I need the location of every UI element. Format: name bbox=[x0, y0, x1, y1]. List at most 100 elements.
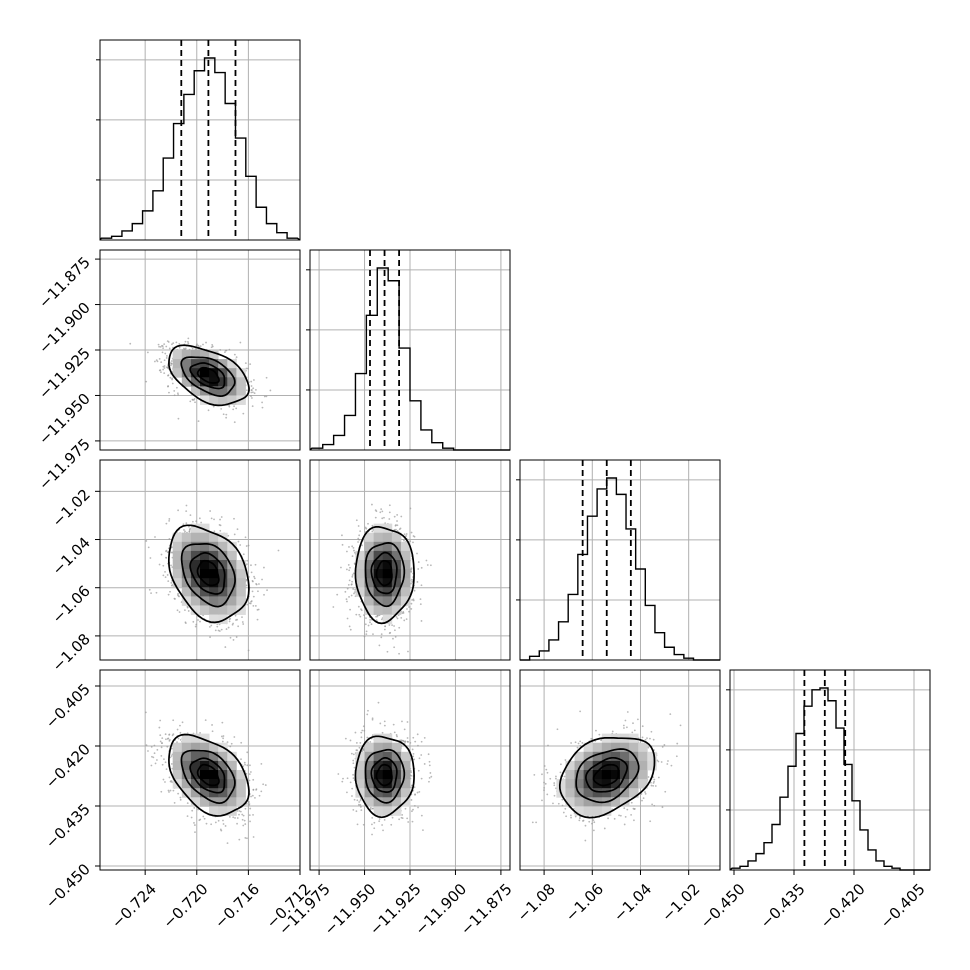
sample-point bbox=[154, 762, 157, 765]
sample-point bbox=[253, 379, 255, 381]
sample-point bbox=[347, 583, 350, 586]
sample-point bbox=[348, 569, 351, 572]
sample-point bbox=[164, 352, 167, 355]
sample-point bbox=[359, 806, 362, 808]
sample-point bbox=[221, 740, 224, 743]
sample-point bbox=[641, 799, 643, 802]
sample-point bbox=[352, 753, 355, 756]
density-cell bbox=[190, 760, 201, 771]
sample-point bbox=[649, 820, 652, 823]
density-cell bbox=[172, 541, 183, 552]
sample-point bbox=[159, 740, 162, 743]
sample-point bbox=[404, 807, 407, 810]
sample-point bbox=[364, 623, 367, 626]
sample-point bbox=[145, 540, 148, 542]
sample-point bbox=[162, 365, 165, 368]
density-cell bbox=[190, 605, 201, 615]
sample-point bbox=[168, 791, 170, 793]
density-cell bbox=[400, 596, 411, 606]
contour-level-1 bbox=[180, 356, 236, 397]
sample-point bbox=[378, 644, 381, 647]
sample-point bbox=[420, 777, 423, 780]
density-cell bbox=[638, 751, 648, 762]
sample-point bbox=[577, 742, 580, 745]
density-cell bbox=[391, 797, 402, 807]
sample-point bbox=[346, 550, 348, 553]
density-cell bbox=[620, 797, 630, 807]
density-cell bbox=[200, 523, 210, 534]
sample-point bbox=[355, 613, 358, 616]
sample-point bbox=[633, 819, 635, 822]
sample-point bbox=[428, 764, 431, 767]
density-cell bbox=[236, 770, 246, 780]
sample-point bbox=[202, 815, 205, 818]
density-cell bbox=[200, 760, 210, 771]
sample-point bbox=[250, 795, 252, 798]
sample-point bbox=[208, 625, 211, 628]
density-cell bbox=[200, 788, 210, 798]
sample-point bbox=[359, 799, 362, 802]
sample-point bbox=[371, 503, 373, 506]
sample-point bbox=[626, 808, 629, 811]
density-cell bbox=[218, 779, 228, 789]
sample-point bbox=[235, 407, 238, 410]
density-cell bbox=[209, 569, 219, 579]
sample-point bbox=[644, 792, 647, 795]
sample-point bbox=[388, 624, 391, 626]
density-cell bbox=[583, 751, 594, 762]
sample-point bbox=[229, 617, 232, 620]
density-cell bbox=[172, 532, 183, 543]
density-cell bbox=[181, 779, 192, 789]
sample-point bbox=[205, 822, 208, 825]
sample-point bbox=[212, 405, 215, 408]
sample-point bbox=[365, 630, 368, 633]
sample-point bbox=[247, 544, 250, 547]
sample-point bbox=[254, 563, 257, 566]
density-cell bbox=[190, 541, 201, 552]
sample-point bbox=[412, 755, 415, 758]
density-cell bbox=[190, 770, 201, 780]
sample-point bbox=[248, 773, 251, 775]
sample-point bbox=[153, 752, 156, 755]
density-cell bbox=[382, 578, 393, 588]
sample-point bbox=[170, 755, 173, 757]
sample-point bbox=[405, 535, 407, 537]
density-cell bbox=[373, 560, 384, 570]
density-cell bbox=[227, 368, 237, 378]
density-cell bbox=[172, 560, 183, 570]
density-cell bbox=[200, 550, 210, 561]
density-cell bbox=[236, 788, 246, 798]
density-cell bbox=[364, 605, 375, 615]
sample-point bbox=[409, 540, 412, 543]
sample-point bbox=[185, 510, 188, 513]
sample-point bbox=[407, 821, 410, 823]
sample-point bbox=[148, 588, 151, 591]
sample-point bbox=[352, 762, 355, 765]
sample-point bbox=[193, 806, 196, 809]
density-cell bbox=[373, 578, 384, 588]
density-cell bbox=[209, 578, 219, 588]
density-cell bbox=[218, 359, 228, 369]
density-cell bbox=[620, 751, 630, 762]
density-cell bbox=[181, 359, 192, 369]
density-cell bbox=[190, 532, 201, 543]
sample-point bbox=[423, 763, 426, 765]
sample-point bbox=[257, 590, 259, 593]
sample-point bbox=[418, 790, 421, 793]
density-cell bbox=[236, 797, 246, 807]
histogram-step bbox=[99, 57, 301, 241]
sample-point bbox=[361, 544, 363, 547]
sample-point bbox=[166, 745, 169, 748]
sample-point bbox=[160, 790, 163, 793]
sample-point bbox=[365, 617, 367, 620]
sample-point bbox=[544, 782, 547, 785]
sample-point bbox=[358, 538, 361, 541]
sample-point bbox=[179, 798, 182, 801]
sample-point bbox=[592, 829, 595, 832]
sample-point bbox=[392, 723, 395, 726]
sample-point bbox=[211, 343, 214, 346]
sample-point bbox=[158, 563, 161, 566]
density-cell bbox=[218, 751, 228, 762]
sample-point bbox=[219, 529, 222, 532]
sample-point bbox=[393, 625, 395, 627]
